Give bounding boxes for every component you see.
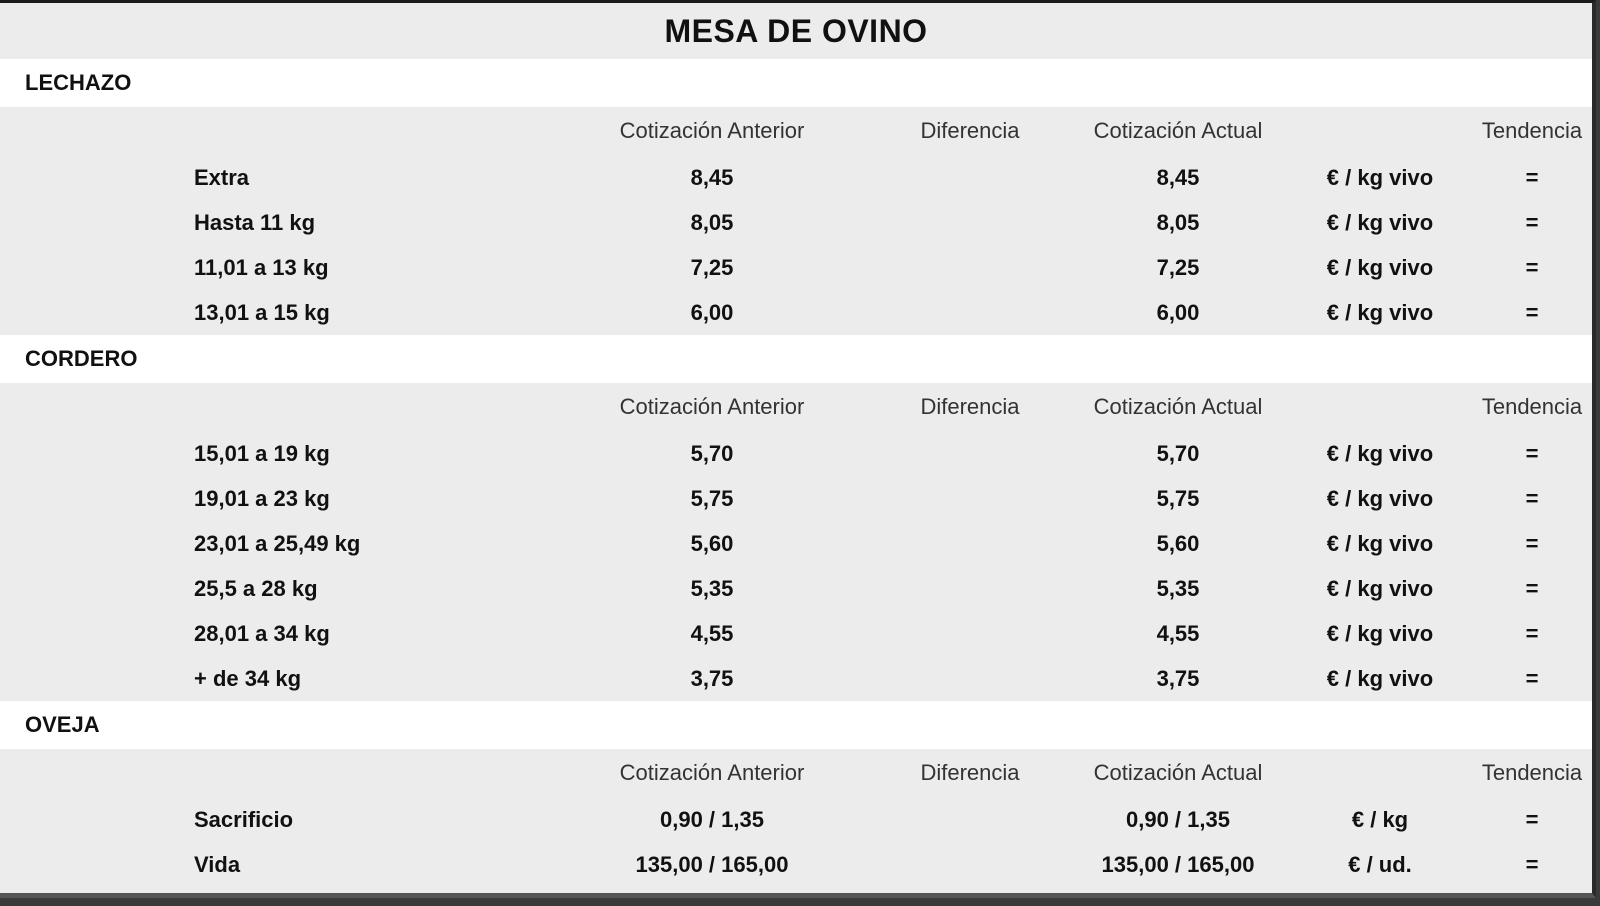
trend: = bbox=[1525, 255, 1539, 280]
section-title-lechazo: LECHAZO bbox=[0, 59, 1592, 107]
header-trend: Tendencia bbox=[1481, 118, 1583, 143]
row-label: Sacrificio bbox=[194, 807, 294, 832]
current-price: 8,05 bbox=[1156, 210, 1200, 235]
header-trend: Tendencia bbox=[1481, 394, 1583, 419]
row-label: 13,01 a 15 kg bbox=[194, 300, 330, 325]
unit: € / kg vivo bbox=[1326, 300, 1434, 325]
table-row: 23,01 a 25,49 kg 5,60 5,60 € / kg vivo = bbox=[0, 521, 1592, 566]
row-label: 28,01 a 34 kg bbox=[194, 621, 330, 646]
header-prev: Cotización Anterior bbox=[619, 394, 805, 419]
prev-price: 135,00 / 165,00 bbox=[635, 852, 789, 877]
row-label: 11,01 a 13 kg bbox=[194, 255, 329, 280]
trend: = bbox=[1525, 666, 1539, 691]
current-price: 0,90 / 1,35 bbox=[1126, 807, 1230, 832]
trend: = bbox=[1525, 852, 1539, 877]
current-price: 135,00 / 165,00 bbox=[1101, 852, 1255, 877]
row-label: Extra bbox=[194, 165, 250, 190]
current-price: 4,55 bbox=[1156, 621, 1200, 646]
unit: € / kg bbox=[1351, 807, 1409, 832]
unit: € / kg vivo bbox=[1326, 621, 1434, 646]
header-prev: Cotización Anterior bbox=[619, 118, 805, 143]
table-row: Hasta 11 kg 8,05 8,05 € / kg vivo = bbox=[0, 200, 1592, 245]
prev-price: 5,75 bbox=[690, 486, 734, 511]
header-prev: Cotización Anterior bbox=[619, 760, 805, 785]
trend: = bbox=[1525, 486, 1539, 511]
table-row: 15,01 a 19 kg 5,70 5,70 € / kg vivo = bbox=[0, 431, 1592, 476]
trend: = bbox=[1525, 165, 1539, 190]
trend: = bbox=[1525, 441, 1539, 466]
unit: € / kg vivo bbox=[1326, 441, 1434, 466]
current-price: 5,70 bbox=[1156, 441, 1200, 466]
current-price: 7,25 bbox=[1156, 255, 1200, 280]
current-price: 5,35 bbox=[1156, 576, 1200, 601]
table-row: Extra 8,45 8,45 € / kg vivo = bbox=[0, 155, 1592, 200]
table-row: 28,01 a 34 kg 4,55 4,55 € / kg vivo = bbox=[0, 611, 1592, 656]
table-row: 25,5 a 28 kg 5,35 5,35 € / kg vivo = bbox=[0, 566, 1592, 611]
prev-price: 6,00 bbox=[690, 300, 734, 325]
prev-price: 5,70 bbox=[690, 441, 734, 466]
page-title: MESA DE OVINO bbox=[0, 3, 1592, 59]
column-header-row: Cotización Anterior Diferencia Cotizació… bbox=[0, 107, 1592, 155]
table-row: 19,01 a 23 kg 5,75 5,75 € / kg vivo = bbox=[0, 476, 1592, 521]
table-row: Vida 135,00 / 165,00 135,00 / 165,00 € /… bbox=[0, 842, 1592, 887]
header-curr: Cotización Actual bbox=[1093, 760, 1263, 785]
unit: € / kg vivo bbox=[1326, 666, 1434, 691]
current-price: 5,75 bbox=[1156, 486, 1200, 511]
prev-price: 0,90 / 1,35 bbox=[660, 807, 764, 832]
row-label: + de 34 kg bbox=[194, 666, 302, 691]
trend: = bbox=[1525, 621, 1539, 646]
unit: € / kg vivo bbox=[1326, 531, 1434, 556]
header-diff: Diferencia bbox=[920, 760, 1020, 785]
row-label: Vida bbox=[194, 852, 241, 877]
header-diff: Diferencia bbox=[920, 394, 1020, 419]
table-row: + de 34 kg 3,75 3,75 € / kg vivo = bbox=[0, 656, 1592, 701]
current-price: 3,75 bbox=[1156, 666, 1200, 691]
unit: € / kg vivo bbox=[1326, 576, 1434, 601]
unit: € / ud. bbox=[1348, 852, 1412, 877]
trend: = bbox=[1525, 576, 1539, 601]
trend: = bbox=[1525, 807, 1539, 832]
prev-price: 8,45 bbox=[690, 165, 734, 190]
row-label: 25,5 a 28 kg bbox=[194, 576, 318, 601]
header-diff: Diferencia bbox=[920, 118, 1020, 143]
prev-price: 5,35 bbox=[690, 576, 734, 601]
row-label: 19,01 a 23 kg bbox=[194, 486, 330, 511]
unit: € / kg vivo bbox=[1326, 165, 1434, 190]
prev-price: 3,75 bbox=[690, 666, 734, 691]
column-header-row: Cotización Anterior Diferencia Cotizació… bbox=[0, 749, 1592, 797]
trend: = bbox=[1525, 210, 1539, 235]
table-row: 11,01 a 13 kg 7,25 7,25 € / kg vivo = bbox=[0, 245, 1592, 290]
current-price: 6,00 bbox=[1156, 300, 1200, 325]
unit: € / kg vivo bbox=[1326, 255, 1434, 280]
current-price: 8,45 bbox=[1156, 165, 1200, 190]
prev-price: 5,60 bbox=[690, 531, 734, 556]
header-trend: Tendencia bbox=[1481, 760, 1583, 785]
row-label: 15,01 a 19 kg bbox=[194, 441, 330, 466]
section-title-oveja: OVEJA bbox=[0, 701, 1592, 749]
header-curr: Cotización Actual bbox=[1093, 394, 1263, 419]
row-label: 23,01 a 25,49 kg bbox=[194, 531, 361, 556]
prev-price: 7,25 bbox=[690, 255, 734, 280]
prev-price: 8,05 bbox=[690, 210, 734, 235]
trend: = bbox=[1525, 531, 1539, 556]
current-price: 5,60 bbox=[1156, 531, 1200, 556]
row-label: Hasta 11 kg bbox=[194, 210, 316, 235]
trend: = bbox=[1525, 300, 1539, 325]
table-row: Sacrificio 0,90 / 1,35 0,90 / 1,35 € / k… bbox=[0, 797, 1592, 842]
prev-price: 4,55 bbox=[690, 621, 734, 646]
unit: € / kg vivo bbox=[1326, 486, 1434, 511]
unit: € / kg vivo bbox=[1326, 210, 1434, 235]
header-curr: Cotización Actual bbox=[1093, 118, 1263, 143]
column-header-row: Cotización Anterior Diferencia Cotizació… bbox=[0, 383, 1592, 431]
section-title-cordero: CORDERO bbox=[0, 335, 1592, 383]
table-row: 13,01 a 15 kg 6,00 6,00 € / kg vivo = bbox=[0, 290, 1592, 335]
